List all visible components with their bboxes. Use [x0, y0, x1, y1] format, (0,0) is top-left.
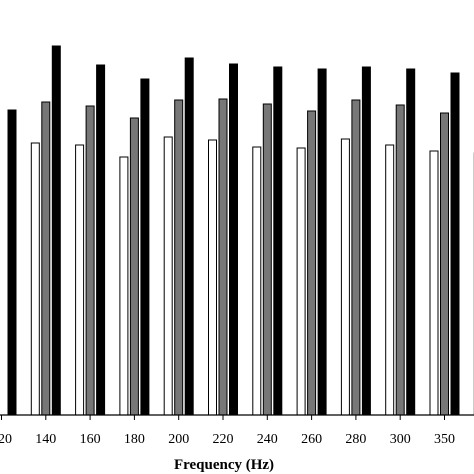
black-bar-300 [406, 68, 416, 416]
gray-bar-260 [307, 110, 317, 416]
gray-bar-350 [440, 112, 449, 416]
white-bar-140 [30, 142, 40, 416]
black-bar-180 [140, 78, 150, 416]
x-tick-label-160: 160 [80, 432, 101, 447]
white-bar-200 [163, 136, 173, 416]
white-bar-240 [252, 146, 262, 416]
x-tick-label-180: 180 [124, 432, 145, 447]
white-bar-160 [75, 144, 85, 416]
x-tick-label-240: 240 [257, 432, 278, 447]
black-bar-240 [273, 66, 283, 416]
black-bar-350 [450, 72, 460, 416]
gray-bar-140 [41, 101, 51, 416]
x-tick-label-350: 350 [434, 432, 455, 447]
gray-bar-220 [218, 98, 228, 416]
black-bar-280 [361, 66, 371, 416]
x-tick-label-300: 300 [390, 432, 411, 447]
gray-bar-240 [262, 103, 272, 416]
gray-bar-200 [174, 99, 184, 416]
black-bar-140 [51, 45, 61, 416]
x-tick-label-220: 220 [213, 432, 234, 447]
black-bar-200 [184, 57, 194, 416]
white-bar-350 [429, 150, 439, 416]
black-bar-120 [7, 109, 17, 416]
white-bar-260 [296, 147, 306, 416]
x-ticks-layer: 120140160180200220240260280300350400 [0, 415, 455, 447]
x-tick-label-260: 260 [301, 432, 322, 447]
x-tick-label-120: 120 [0, 432, 12, 447]
gray-bar-280 [351, 99, 361, 416]
white-bar-300 [385, 144, 395, 416]
x-axis-title: Frequency (Hz) [174, 457, 274, 473]
white-bar-220 [208, 139, 217, 416]
black-bar-260 [317, 68, 327, 416]
gray-bar-160 [85, 105, 95, 416]
x-tick-label-280: 280 [345, 432, 366, 447]
bars-layer [7, 45, 474, 416]
black-bar-160 [96, 64, 106, 416]
x-tick-label-200: 200 [168, 432, 189, 447]
x-tick-label-140: 140 [35, 432, 56, 447]
gray-bar-180 [129, 117, 139, 416]
gray-bar-300 [395, 104, 405, 416]
black-bar-220 [229, 63, 238, 416]
white-bar-280 [340, 138, 350, 416]
white-bar-180 [119, 156, 129, 416]
